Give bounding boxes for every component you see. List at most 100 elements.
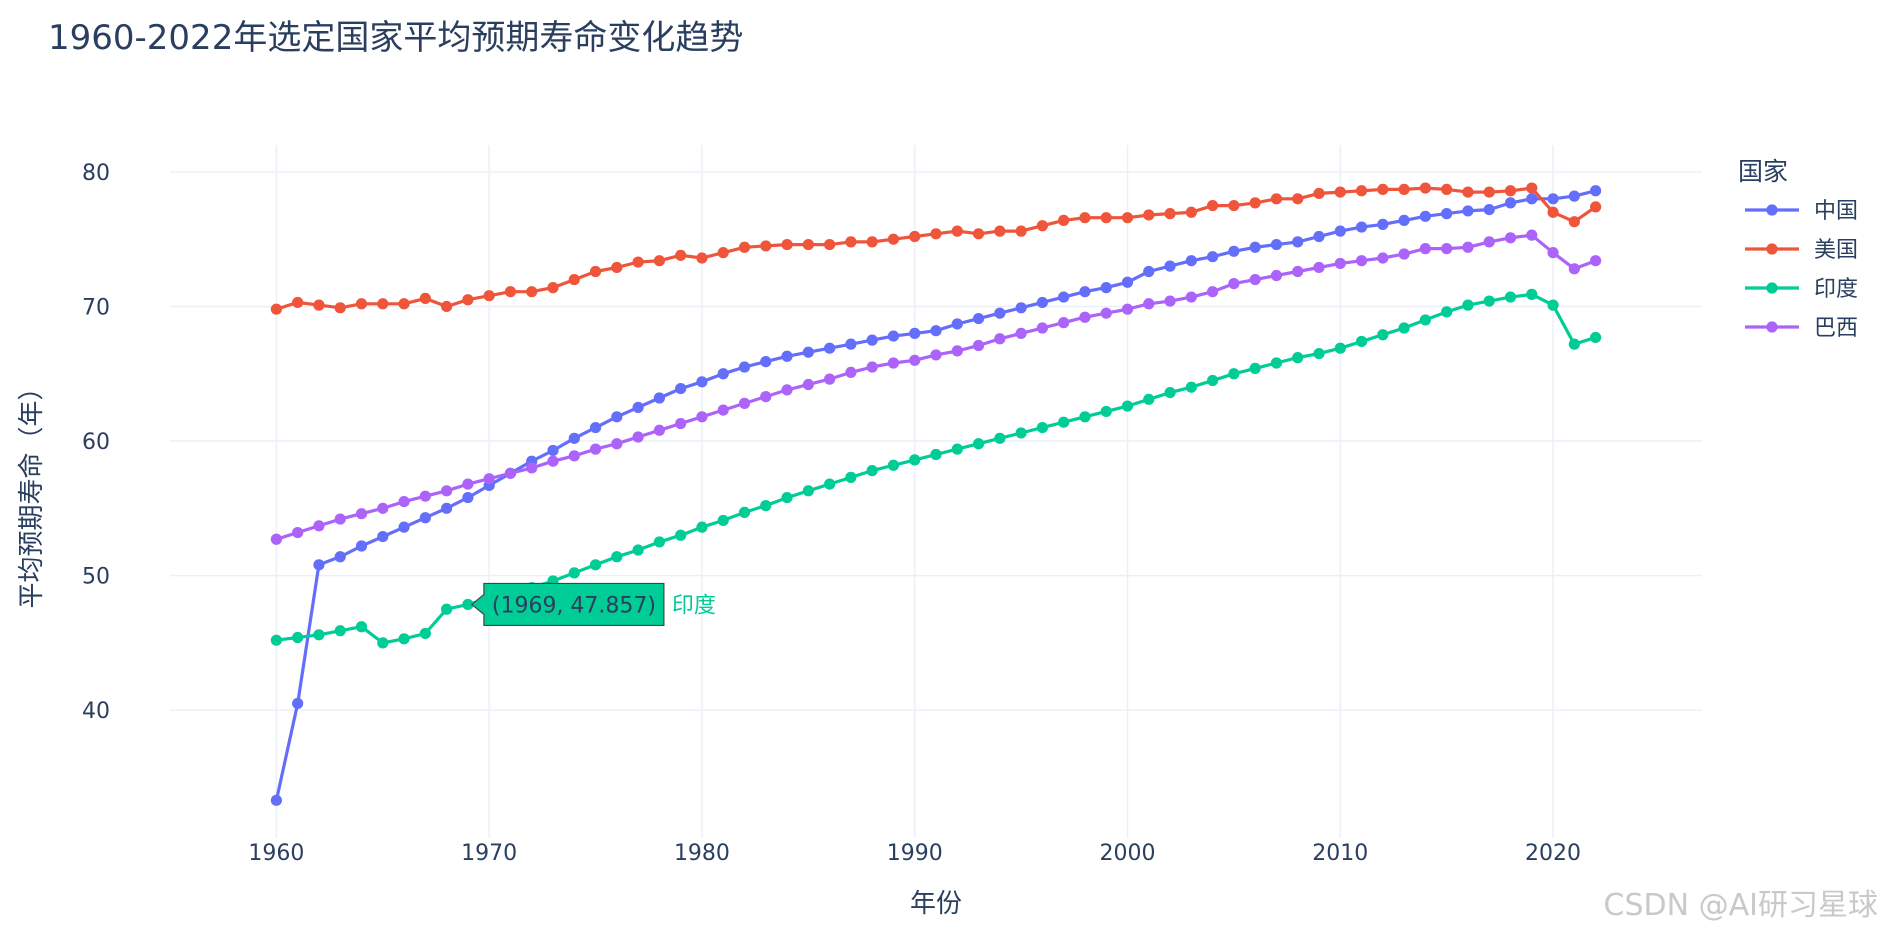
legend-label: 中国 bbox=[1814, 199, 1858, 224]
data-point bbox=[1292, 352, 1304, 364]
series-line bbox=[276, 292, 1597, 645]
data-point bbox=[1355, 335, 1368, 348]
data-point bbox=[1228, 199, 1240, 212]
data-point bbox=[1185, 206, 1197, 218]
data-point bbox=[760, 500, 772, 512]
tooltip-box bbox=[470, 582, 665, 627]
data-point bbox=[1100, 405, 1112, 418]
data-point bbox=[1015, 427, 1027, 439]
watermark: CSDN @AI研习星球 bbox=[1603, 888, 1878, 923]
data-point bbox=[1058, 416, 1070, 428]
data-point bbox=[1334, 257, 1346, 270]
data-point bbox=[1355, 255, 1368, 267]
data-point bbox=[972, 339, 985, 352]
legend-item[interactable]: 美国 bbox=[1745, 238, 1858, 263]
data-point bbox=[696, 252, 708, 264]
data-point bbox=[1547, 247, 1559, 259]
legend-item[interactable]: 印度 bbox=[1745, 277, 1858, 302]
data-point bbox=[589, 559, 602, 571]
data-point bbox=[419, 292, 431, 305]
legend-marker bbox=[1766, 204, 1778, 216]
data-point bbox=[781, 238, 793, 251]
data-point bbox=[292, 526, 304, 539]
data-point bbox=[824, 373, 836, 385]
data-point bbox=[568, 273, 580, 286]
data-point bbox=[1036, 322, 1048, 334]
data-point bbox=[781, 350, 793, 362]
data-point bbox=[334, 302, 346, 314]
data-point bbox=[845, 366, 857, 379]
data-point bbox=[1441, 306, 1453, 318]
data-point bbox=[1079, 286, 1091, 298]
data-point bbox=[1164, 295, 1176, 307]
data-point bbox=[1334, 186, 1346, 198]
data-point bbox=[930, 325, 942, 337]
data-point bbox=[1249, 241, 1261, 253]
data-point bbox=[1441, 243, 1453, 255]
data-point bbox=[270, 303, 282, 315]
legend-item[interactable]: 巴西 bbox=[1745, 316, 1858, 341]
data-point bbox=[972, 312, 985, 325]
data-point bbox=[313, 299, 325, 311]
data-point bbox=[994, 225, 1006, 237]
data-point bbox=[1228, 245, 1240, 257]
data-point bbox=[909, 327, 921, 339]
data-point bbox=[717, 247, 729, 259]
data-point bbox=[547, 282, 559, 294]
data-point bbox=[1079, 311, 1091, 323]
y-axis-title: 平均预期寿命（年） bbox=[17, 374, 47, 608]
data-point bbox=[866, 334, 878, 346]
data-point bbox=[355, 298, 368, 310]
data-point bbox=[738, 241, 751, 253]
data-point bbox=[1419, 243, 1431, 255]
series-line bbox=[274, 189, 1596, 801]
data-point bbox=[1121, 303, 1134, 315]
data-point bbox=[696, 376, 708, 388]
data-point bbox=[1547, 206, 1559, 218]
data-point bbox=[1036, 220, 1048, 232]
data-point bbox=[1292, 236, 1304, 248]
data-point bbox=[696, 411, 708, 423]
data-point bbox=[909, 230, 921, 243]
data-point bbox=[1334, 342, 1346, 354]
data-point bbox=[1015, 302, 1027, 314]
data-point bbox=[398, 633, 410, 645]
data-point bbox=[951, 443, 963, 455]
data-point bbox=[334, 513, 346, 525]
data-point bbox=[1568, 263, 1580, 275]
series-1 bbox=[270, 185, 1602, 806]
data-point bbox=[441, 603, 453, 615]
data-point bbox=[419, 512, 431, 524]
data-point bbox=[1377, 252, 1389, 264]
data-point bbox=[504, 467, 517, 479]
data-point bbox=[1228, 278, 1240, 290]
data-point bbox=[1100, 307, 1112, 319]
legend-item[interactable]: 中国 bbox=[1745, 199, 1858, 224]
data-point bbox=[1143, 393, 1155, 405]
data-point bbox=[1100, 282, 1112, 294]
data-point bbox=[1313, 347, 1325, 360]
data-point bbox=[909, 454, 921, 466]
data-point bbox=[1419, 210, 1431, 222]
data-point bbox=[1207, 374, 1219, 387]
data-point bbox=[1483, 203, 1495, 216]
data-point bbox=[738, 397, 751, 409]
data-point bbox=[547, 455, 559, 467]
data-point bbox=[1121, 212, 1134, 224]
x-tick-label: 2010 bbox=[1312, 841, 1368, 866]
data-point bbox=[1355, 221, 1368, 233]
data-point bbox=[611, 261, 623, 274]
data-point bbox=[419, 627, 431, 640]
y-tick-label: 80 bbox=[82, 161, 110, 186]
data-point bbox=[802, 378, 814, 391]
y-tick-label: 50 bbox=[82, 565, 110, 590]
data-point bbox=[313, 559, 325, 571]
legend-label: 印度 bbox=[1814, 277, 1858, 302]
data-point bbox=[845, 236, 857, 248]
x-axis-title: 年份 bbox=[910, 889, 962, 919]
data-point bbox=[568, 567, 580, 579]
data-point bbox=[483, 473, 495, 485]
data-point bbox=[1526, 288, 1538, 300]
